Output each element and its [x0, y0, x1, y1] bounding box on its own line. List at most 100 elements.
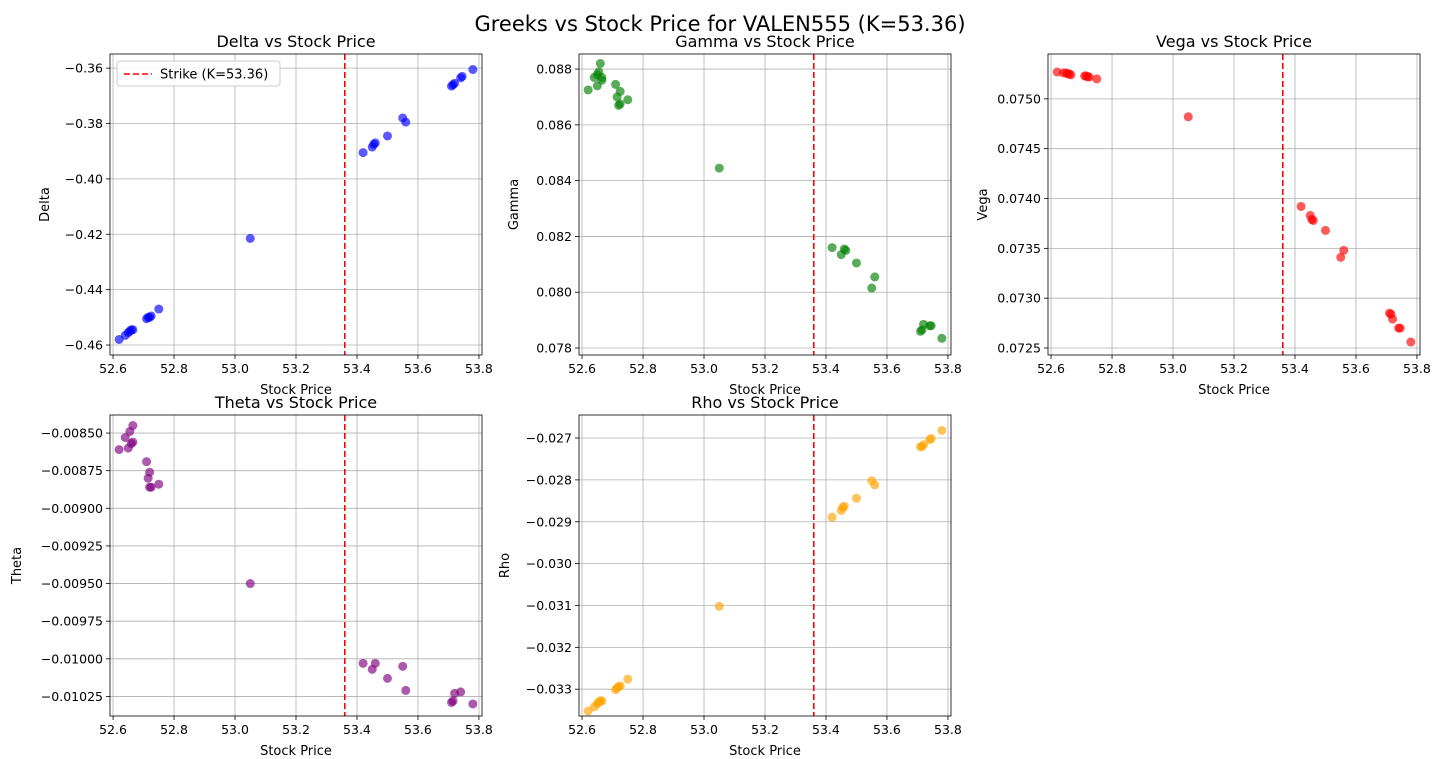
x-tick-label: 53.0 [690, 361, 718, 376]
data-point [1336, 252, 1346, 262]
x-tick-label: 53.6 [404, 361, 432, 376]
x-tick-label: 53.2 [751, 361, 779, 376]
x-tick-label: 52.8 [160, 722, 188, 737]
data-point [597, 75, 607, 85]
data-point [358, 148, 368, 158]
data-point [468, 699, 478, 709]
data-point [382, 673, 392, 683]
x-tick-label: 52.6 [568, 722, 596, 737]
y-tick-label: −0.46 [65, 338, 103, 353]
x-tick-label: 53.8 [1403, 361, 1431, 376]
data-point [114, 445, 124, 455]
y-tick-label: −0.031 [526, 598, 572, 613]
data-point [142, 457, 152, 467]
data-point [583, 85, 593, 95]
theta-xlabel: Stock Price [260, 744, 332, 759]
x-tick-label: 52.8 [629, 361, 657, 376]
data-point [370, 658, 380, 668]
vega-xlabel: Stock Price [1198, 383, 1270, 398]
data-point [128, 325, 138, 335]
delta-title: Delta vs Stock Price [216, 32, 375, 51]
y-tick-label: −0.030 [526, 556, 572, 571]
theta-subplot: 52.6 52.8 53.0 53.2 53.4 53.6 53.8 −0.01025 −0.0… [10, 393, 493, 759]
data-point [450, 78, 460, 88]
delta-xlabel: Stock Price [260, 383, 332, 398]
data-point [154, 479, 164, 489]
vega-subplot: 52.6 52.8 53.0 53.2 53.4 53.6 53.8 0.0725 0.0730… [976, 32, 1431, 398]
x-tick-label: 52.6 [568, 361, 596, 376]
data-point [1320, 225, 1330, 235]
vega-points [1052, 67, 1416, 347]
data-point [839, 501, 849, 511]
x-tick-label: 53.8 [934, 722, 962, 737]
data-point [401, 685, 411, 695]
data-point [919, 440, 929, 450]
data-point [851, 258, 861, 268]
x-tick-label: 52.6 [99, 361, 127, 376]
data-point [623, 95, 633, 105]
gamma-xlabel: Stock Price [729, 383, 801, 398]
data-point [382, 131, 392, 141]
y-tick-label: −0.38 [65, 116, 103, 131]
y-tick-label: −0.00875 [41, 463, 103, 478]
data-point [714, 163, 724, 173]
rho-xlabel: Stock Price [729, 744, 801, 759]
y-tick-label: −0.36 [65, 61, 103, 76]
x-tick-label: 53.4 [812, 722, 840, 737]
rho-points [583, 425, 947, 716]
legend-box [116, 60, 281, 87]
x-tick-label: 53.2 [751, 722, 779, 737]
data-point [870, 480, 880, 490]
y-tick-label: 0.0730 [997, 291, 1041, 306]
x-tick-label: 53.4 [343, 361, 371, 376]
delta-grid [110, 54, 482, 355]
x-tick-label: 53.8 [465, 361, 493, 376]
y-tick-label: −0.00925 [41, 538, 103, 553]
y-tick-label: 0.084 [536, 173, 572, 188]
x-tick-label: 53.0 [1159, 361, 1187, 376]
x-tick-label: 53.4 [812, 361, 840, 376]
data-point [1406, 337, 1416, 347]
x-tick-label: 52.6 [1037, 361, 1065, 376]
y-tick-label: −0.00850 [41, 426, 103, 441]
data-point [1296, 201, 1306, 211]
data-point [146, 311, 156, 321]
data-point [615, 99, 625, 109]
theta-title: Theta vs Stock Price [214, 393, 377, 412]
x-tick-label: 52.8 [1098, 361, 1126, 376]
data-point [615, 681, 625, 691]
data-point [457, 71, 467, 81]
gamma-subplot: 52.6 52.8 53.0 53.2 53.4 53.6 53.8 0.078 0.080 0.… [507, 32, 962, 398]
y-tick-label: −0.00975 [41, 614, 103, 629]
data-point [851, 493, 861, 503]
data-point [937, 333, 947, 343]
data-point [145, 467, 155, 477]
y-tick-label: 0.0725 [997, 341, 1041, 356]
data-point [1339, 245, 1349, 255]
data-point [611, 79, 621, 89]
data-point [827, 243, 837, 253]
data-point [245, 233, 255, 243]
x-tick-label: 53.8 [934, 361, 962, 376]
y-tick-label: −0.00950 [41, 576, 103, 591]
delta-points [114, 65, 478, 344]
figure-title: Greeks vs Stock Price for VALEN555 (K=53… [474, 12, 965, 36]
theta-grid [110, 415, 482, 716]
gamma-points [583, 58, 947, 343]
x-tick-label: 52.6 [99, 722, 127, 737]
subplots: 52.6 52.8 53.0 53.2 53.4 53.6 53.8 −0.46 −0.44 −0… [10, 32, 1431, 759]
x-tick-label: 53.6 [873, 722, 901, 737]
y-tick-label: −0.00900 [41, 501, 103, 516]
y-tick-label: 0.078 [536, 341, 572, 356]
y-tick-label: 0.088 [536, 62, 572, 77]
x-tick-label: 53.6 [873, 361, 901, 376]
x-tick-label: 53.0 [690, 722, 718, 737]
y-tick-label: 0.0745 [997, 141, 1041, 156]
data-point [358, 658, 368, 668]
data-point [1388, 314, 1398, 324]
y-tick-label: −0.029 [526, 514, 572, 529]
data-point [1092, 74, 1102, 84]
x-tick-label: 53.6 [1342, 361, 1370, 376]
data-point [1395, 323, 1405, 333]
